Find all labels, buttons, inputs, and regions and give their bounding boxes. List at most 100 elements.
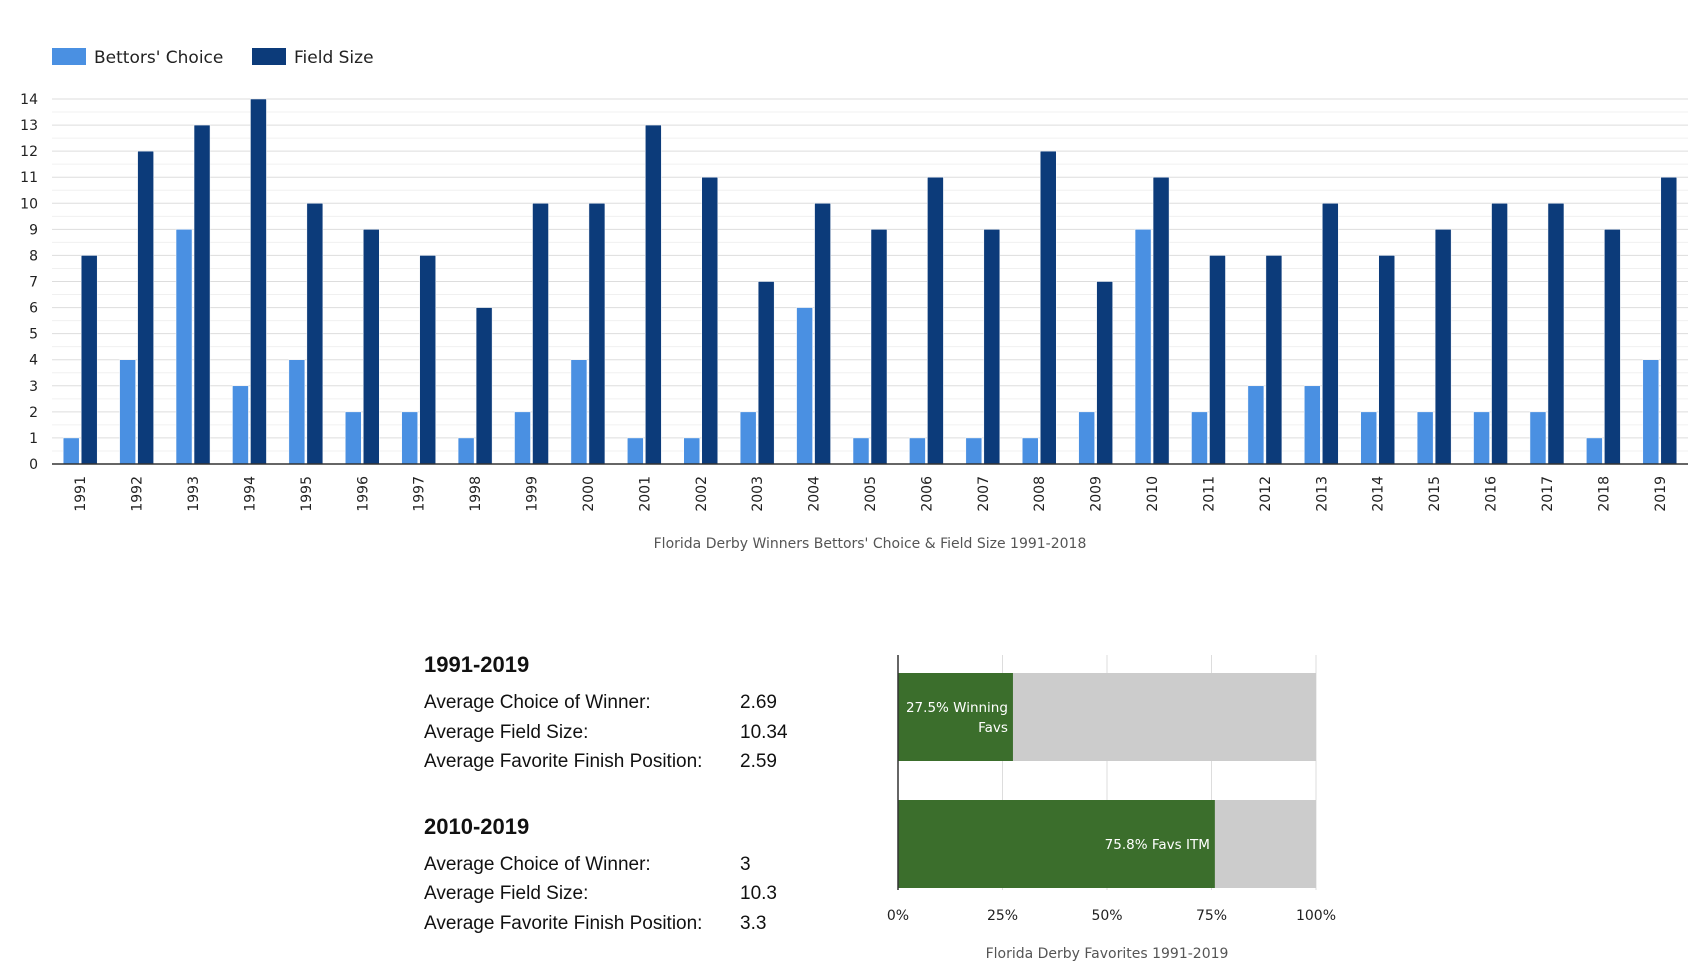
x-tick-label: 1991 bbox=[73, 476, 89, 512]
x-tick-label: 2014 bbox=[1371, 476, 1387, 512]
y-tick-label: 4 bbox=[29, 353, 38, 369]
stat-row: Average Field Size: 10.3 bbox=[424, 879, 844, 909]
bar-bettors-choice bbox=[514, 411, 531, 465]
bar-bettors-choice bbox=[288, 359, 306, 465]
bar-bettors-choice bbox=[796, 307, 813, 465]
stat-row: Average Field Size: 10.34 bbox=[424, 718, 844, 748]
bar-bettors-choice bbox=[1416, 411, 1434, 465]
stat-value: 10.3 bbox=[740, 883, 777, 904]
y-tick-label: 12 bbox=[20, 144, 38, 160]
x-tick-label: 2001 bbox=[637, 476, 653, 512]
x-tick-label: 1992 bbox=[130, 476, 146, 512]
bar-field-size bbox=[1378, 255, 1395, 465]
bar-data-label: 75.8% Favs ITM bbox=[1105, 837, 1210, 853]
legend: Bettors' Choice Field Size bbox=[52, 48, 374, 68]
bar-field-size bbox=[757, 281, 775, 465]
bar-value bbox=[898, 800, 1215, 888]
x-tick-label: 2008 bbox=[1032, 476, 1048, 512]
bar-bettors-choice bbox=[1586, 437, 1603, 465]
stat-row: Average Choice of Winner: 2.69 bbox=[424, 688, 844, 718]
y-tick-label: 7 bbox=[29, 275, 38, 291]
x-tick-label: 2016 bbox=[1484, 476, 1500, 512]
legend-label-field-size: Field Size bbox=[294, 48, 374, 68]
bar-field-size bbox=[645, 124, 662, 465]
chart-title: Florida Derby Favorites 1991-2019 bbox=[986, 946, 1229, 962]
bar-field-size bbox=[701, 176, 719, 465]
stat-value: 10.34 bbox=[740, 721, 788, 743]
x-tick-label: 1998 bbox=[468, 476, 484, 512]
x-tick-label: 2015 bbox=[1427, 476, 1443, 512]
y-tick-label: 5 bbox=[29, 327, 38, 343]
bar-field-size bbox=[1322, 203, 1339, 465]
bar-bettors-choice bbox=[739, 411, 757, 465]
stat-label: Average Choice of Winner: bbox=[424, 853, 651, 875]
bar-bettors-choice bbox=[683, 437, 701, 465]
bar-field-size bbox=[532, 203, 549, 465]
bar-bettors-choice bbox=[1529, 411, 1547, 465]
legend-swatch-field-size bbox=[252, 48, 286, 65]
bar-bettors-choice bbox=[1078, 411, 1095, 465]
y-tick-label: 14 bbox=[20, 92, 38, 108]
bar-field-size bbox=[1434, 229, 1452, 465]
bar-field-size bbox=[1604, 229, 1621, 465]
bar-field-size bbox=[419, 255, 436, 465]
bettors-choice-field-size-chart: Bettors' Choice Field Size 0123456789101… bbox=[20, 48, 1688, 552]
stats-panel: 1991-2019 Average Choice of Winner: 2.69 … bbox=[424, 650, 844, 938]
stat-label: Average Favorite Finish Position: bbox=[424, 912, 703, 934]
x-tick-label: 2017 bbox=[1540, 476, 1556, 512]
bar-field-size bbox=[80, 255, 98, 465]
stat-label: Average Field Size: bbox=[424, 721, 589, 743]
stats-group-2010-2019: 2010-2019 Average Choice of Winner: 3 Ave… bbox=[424, 812, 844, 939]
stat-value: 2.59 bbox=[740, 751, 777, 772]
stat-label: Average Field Size: bbox=[424, 883, 589, 904]
bar-bettors-choice bbox=[119, 359, 136, 465]
bar-bettors-choice bbox=[570, 359, 588, 465]
legend-swatch-bettors-choice bbox=[52, 48, 86, 65]
stat-label: Average Choice of Winner: bbox=[424, 692, 651, 713]
bar-field-size bbox=[193, 124, 211, 465]
bar-bettors-choice bbox=[909, 437, 926, 465]
bar-field-size bbox=[306, 203, 324, 465]
stat-row: Average Choice of Winner: 3 bbox=[424, 850, 844, 880]
x-tick-label: 1993 bbox=[186, 476, 202, 512]
y-tick-label: 8 bbox=[29, 248, 38, 264]
bar-field-size bbox=[475, 307, 493, 465]
stats-heading: 2010-2019 bbox=[424, 813, 530, 839]
bar-bettors-choice bbox=[1247, 385, 1265, 465]
bar-bettors-choice bbox=[1473, 411, 1490, 465]
bar-field-size bbox=[1491, 203, 1508, 465]
x-tick-label: 50% bbox=[1091, 908, 1122, 924]
bar-bettors-choice bbox=[852, 437, 870, 465]
grid bbox=[52, 98, 1688, 452]
stats-group-1991-2019: 1991-2019 Average Choice of Winner: 2.69 … bbox=[424, 650, 844, 777]
x-tick-label: 2002 bbox=[694, 476, 710, 512]
bar-field-size bbox=[250, 98, 267, 465]
x-tick-label: 2011 bbox=[1201, 476, 1217, 512]
bar-field-size bbox=[1039, 150, 1057, 465]
y-tick-label: 3 bbox=[29, 379, 38, 395]
bar-bettors-choice bbox=[1134, 229, 1152, 465]
x-tick-label: 1995 bbox=[299, 476, 315, 512]
x-tick-label: 2018 bbox=[1596, 476, 1612, 512]
bar-bettors-choice bbox=[1360, 411, 1377, 465]
x-tick-label: 75% bbox=[1196, 908, 1227, 924]
x-tick-label: 2010 bbox=[1145, 476, 1161, 512]
stats-heading: 1991-2019 bbox=[424, 652, 530, 677]
y-tick-label: 1 bbox=[29, 431, 38, 447]
x-tick-label: 1994 bbox=[242, 476, 258, 512]
bar-bettors-choice bbox=[965, 437, 983, 465]
bar-field-size bbox=[1209, 255, 1226, 465]
bar-bettors-choice bbox=[401, 411, 418, 465]
x-tick-label: 2019 bbox=[1653, 476, 1669, 512]
stat-value: 2.69 bbox=[740, 692, 777, 713]
bar-field-size bbox=[1660, 176, 1678, 465]
stat-value: 3.3 bbox=[740, 912, 767, 934]
bar-bettors-choice bbox=[175, 229, 193, 465]
y-tick-label: 6 bbox=[29, 301, 38, 317]
y-tick-label: 13 bbox=[20, 118, 38, 134]
bar-bettors-choice bbox=[627, 437, 644, 465]
x-tick-label: 2000 bbox=[581, 476, 597, 512]
x-tick-label: 2007 bbox=[976, 476, 992, 512]
bar-bettors-choice bbox=[232, 385, 249, 465]
